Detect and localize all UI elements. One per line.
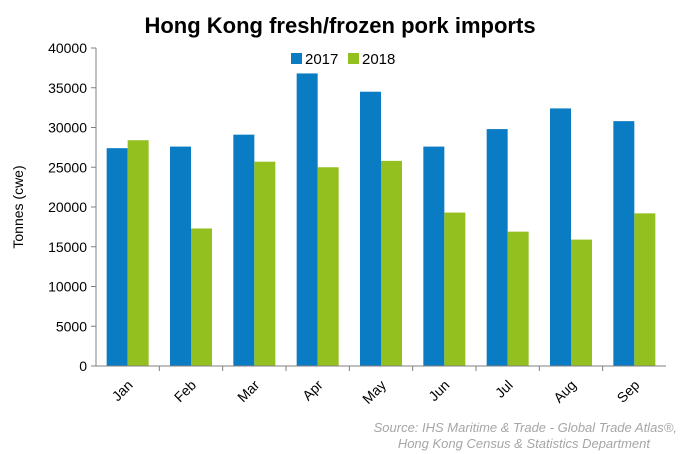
x-tick-label-jun: Jun (425, 377, 452, 404)
bar-2017-feb (170, 146, 191, 366)
y-tick-label: 15000 (48, 239, 87, 255)
bar-2018-feb (191, 228, 212, 366)
bars (106, 73, 656, 367)
source-line-2: Hong Kong Census & Statistics Department (398, 436, 652, 451)
bar-2017-jan (106, 148, 128, 366)
bar-2018-mar (254, 161, 276, 366)
bar-2018-may (381, 160, 402, 366)
legend-swatch-2018 (348, 53, 359, 64)
bar-2017-jul (486, 129, 508, 366)
source-line-1: Source: IHS Maritime & Trade - Global Tr… (374, 420, 677, 435)
x-tick-label-feb: Feb (171, 377, 200, 406)
bar-2018-jun (444, 212, 466, 366)
x-tick-label-may: May (359, 377, 389, 407)
y-tick-label: 20000 (48, 199, 87, 215)
bar-2018-sep (634, 213, 656, 366)
bar-2017-jun (423, 146, 445, 366)
legend-label-2018: 2018 (362, 51, 395, 68)
y-tick-label: 0 (79, 358, 87, 374)
bar-2018-aug (571, 239, 592, 366)
legend: 2017 2018 (291, 51, 395, 68)
y-axis: 0 5000 10000 15000 20000 25000 30000 35000 40000 (48, 40, 96, 374)
x-tick-label-mar: Mar (234, 377, 263, 406)
bar-2017-may (360, 91, 381, 366)
y-tick-label: 40000 (48, 40, 87, 56)
y-tick-label: 25000 (48, 159, 87, 175)
legend-label-2017: 2017 (305, 51, 338, 68)
bar-2017-mar (233, 134, 255, 366)
x-tick-label-jan: Jan (109, 377, 136, 404)
bar-2018-apr (317, 167, 339, 366)
y-tick-label: 5000 (56, 318, 87, 334)
bar-2017-aug (550, 108, 571, 367)
x-tick-label-apr: Apr (299, 377, 326, 404)
x-axis: Jan Feb Mar Apr May Jun Jul Aug Sep (109, 366, 643, 407)
bar-2018-jan (127, 140, 149, 366)
legend-swatch-2017 (291, 53, 302, 64)
x-tick-label-aug: Aug (550, 377, 579, 406)
y-tick-label: 30000 (48, 120, 87, 136)
x-tick-label-jul: Jul (492, 377, 516, 401)
bar-2018-jul (507, 231, 529, 366)
bar-2017-apr (296, 73, 318, 366)
bar-2017-sep (613, 121, 635, 366)
y-tick-label: 35000 (48, 80, 87, 96)
y-axis-label: Tonnes (cwe) (10, 165, 26, 248)
x-tick-label-sep: Sep (614, 377, 643, 406)
y-tick-label: 10000 (48, 279, 87, 295)
chart-title: Hong Kong fresh/frozen pork imports (144, 13, 535, 38)
